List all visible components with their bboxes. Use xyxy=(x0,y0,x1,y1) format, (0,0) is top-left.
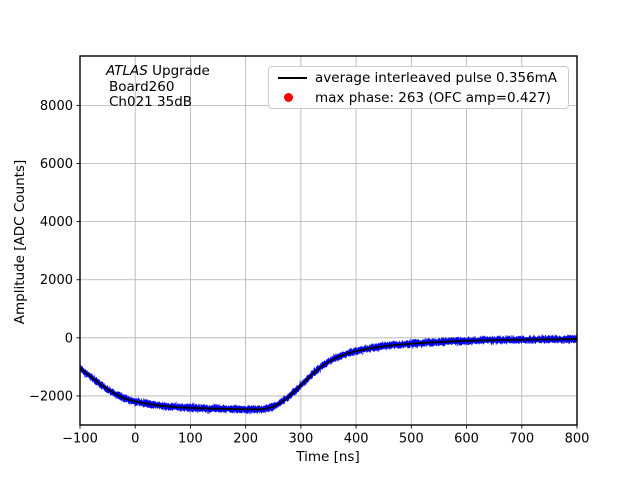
legend-marker-cell xyxy=(269,76,315,79)
x-tick-label: 400 xyxy=(344,432,369,447)
experiment-name: ATLAS xyxy=(106,63,148,79)
x-tick-label: 500 xyxy=(399,432,424,447)
annotation-line-3: Ch021 35dB xyxy=(109,94,193,110)
red-dot-marker-icon xyxy=(284,93,293,102)
x-tick-label: 300 xyxy=(288,432,313,447)
y-tick-label: 4000 xyxy=(40,215,73,230)
legend-label-max-phase: max phase: 263 (OFC amp=0.427) xyxy=(315,89,551,106)
legend-entry-average-pulse: average interleaved pulse 0.356mA xyxy=(269,68,568,88)
y-tick-label: 0 xyxy=(65,331,73,346)
legend-box: average interleaved pulse 0.356mA max ph… xyxy=(268,66,569,109)
x-tick-label: 200 xyxy=(233,432,258,447)
pulse-noise-trace xyxy=(80,333,577,415)
annotation-line-1: ATLAS Upgrade xyxy=(106,63,210,80)
tick-marks xyxy=(76,104,578,429)
average-pulse-line xyxy=(80,338,577,411)
noisy-pulse-band xyxy=(80,334,577,414)
annotation-line-2: Board260 xyxy=(109,78,175,95)
x-tick-label: 600 xyxy=(454,432,479,447)
y-tick-label: −2000 xyxy=(29,389,73,404)
y-tick-label: 6000 xyxy=(40,157,73,172)
x-tick-label: 800 xyxy=(565,432,590,447)
legend-marker-cell xyxy=(269,93,315,102)
gridlines xyxy=(79,56,578,425)
x-tick-label: −100 xyxy=(62,432,98,447)
legend-label-average-pulse: average interleaved pulse 0.356mA xyxy=(315,69,558,86)
x-tick-label: 700 xyxy=(509,432,534,447)
x-tick-label: 100 xyxy=(178,432,203,447)
annotation-block: ATLAS Upgrade Board260 Ch021 35dB xyxy=(106,63,210,111)
annotation-line-1-rest: Upgrade xyxy=(147,63,210,79)
data-layer xyxy=(80,333,577,415)
legend-entry-max-phase: max phase: 263 (OFC amp=0.427) xyxy=(269,88,568,108)
plot-border xyxy=(79,55,578,426)
x-tick-label: 0 xyxy=(131,432,139,447)
y-tick-label: 2000 xyxy=(40,273,73,288)
y-axis-label: Amplitude [ADC Counts] xyxy=(12,159,28,325)
black-line-marker-icon xyxy=(278,76,307,79)
y-tick-label: 8000 xyxy=(40,99,73,114)
x-axis-label: Time [ns] xyxy=(296,449,360,465)
